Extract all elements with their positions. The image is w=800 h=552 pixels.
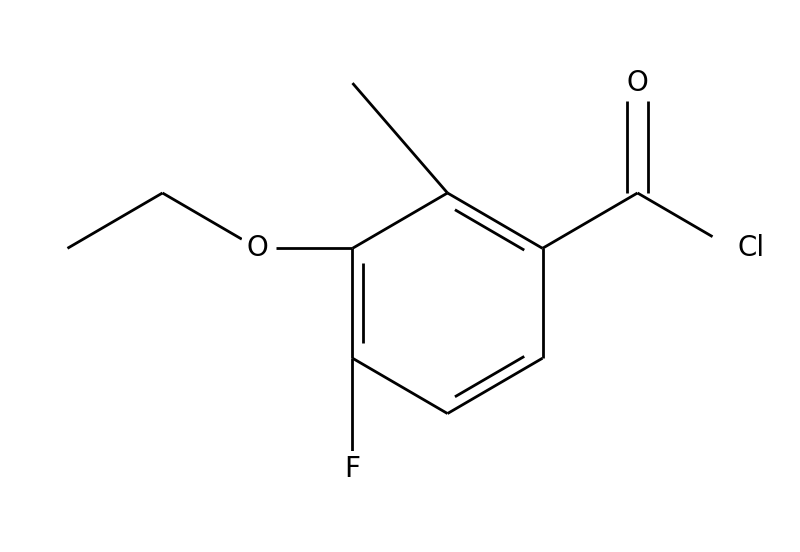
Text: O: O [246,235,268,262]
Text: F: F [345,455,361,483]
Text: Cl: Cl [738,235,765,262]
Text: O: O [626,69,648,97]
